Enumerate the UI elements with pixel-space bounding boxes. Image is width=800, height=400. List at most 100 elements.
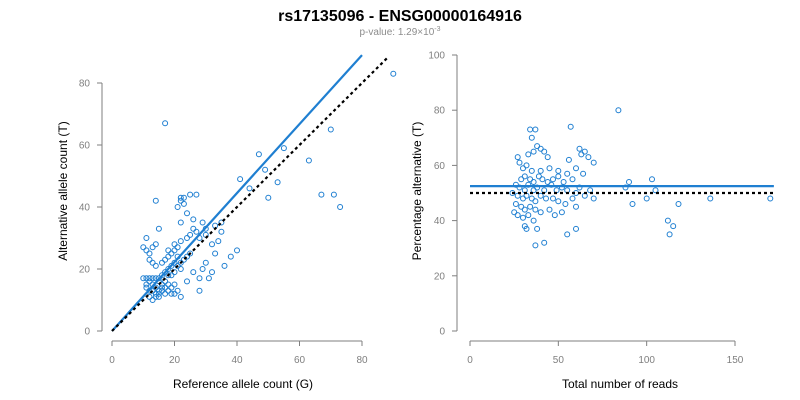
data-point bbox=[177, 266, 184, 272]
data-point bbox=[530, 148, 537, 155]
data-point bbox=[146, 256, 153, 263]
data-point bbox=[202, 259, 209, 266]
data-point bbox=[184, 278, 190, 285]
data-point bbox=[159, 272, 165, 279]
data-point bbox=[162, 290, 169, 297]
data-point bbox=[193, 191, 200, 198]
data-point bbox=[576, 145, 583, 152]
data-point bbox=[143, 284, 150, 291]
data-point bbox=[180, 256, 187, 263]
y-tick-label: 80 bbox=[434, 106, 446, 117]
data-point bbox=[143, 247, 150, 254]
data-point bbox=[567, 123, 574, 130]
y-tick-label: 0 bbox=[84, 327, 90, 338]
data-point bbox=[152, 262, 159, 269]
data-point bbox=[159, 259, 165, 266]
data-point bbox=[218, 219, 225, 226]
data-point bbox=[565, 156, 572, 163]
data-point bbox=[280, 145, 287, 152]
data-point bbox=[318, 191, 325, 198]
data-point bbox=[518, 176, 525, 183]
data-point bbox=[199, 266, 206, 272]
y-tick-label: 40 bbox=[79, 203, 91, 214]
data-point bbox=[649, 176, 655, 183]
data-point bbox=[162, 256, 169, 263]
data-point bbox=[155, 287, 162, 294]
data-point bbox=[174, 287, 181, 294]
data-point bbox=[514, 212, 521, 219]
data-point bbox=[516, 159, 523, 166]
data-point bbox=[155, 225, 162, 232]
data-point bbox=[168, 284, 175, 291]
data-point bbox=[146, 275, 153, 282]
data-point bbox=[184, 235, 190, 241]
right-x-ticks: 0 50 100 150 bbox=[467, 341, 744, 366]
y-tick-label: 20 bbox=[434, 271, 446, 282]
data-point bbox=[666, 231, 673, 238]
data-point bbox=[146, 250, 153, 257]
data-point bbox=[177, 197, 184, 204]
data-point bbox=[234, 247, 240, 254]
data-point bbox=[555, 198, 562, 205]
data-point bbox=[152, 290, 159, 297]
data-point bbox=[246, 185, 253, 192]
data-point bbox=[171, 281, 178, 288]
chart-subtitle: p-value: 1.29×10-3 bbox=[359, 26, 440, 38]
data-point bbox=[149, 244, 156, 251]
data-point bbox=[523, 162, 530, 169]
data-point bbox=[177, 194, 184, 201]
data-point bbox=[539, 176, 546, 183]
data-point bbox=[165, 272, 172, 279]
data-point bbox=[190, 225, 197, 232]
data-point bbox=[555, 167, 562, 174]
x-tick-label: 40 bbox=[231, 355, 243, 366]
data-point bbox=[274, 179, 281, 186]
data-point bbox=[569, 176, 576, 183]
data-point bbox=[149, 275, 156, 282]
data-point bbox=[174, 262, 181, 269]
data-point bbox=[209, 241, 215, 248]
data-point bbox=[180, 200, 187, 207]
data-point bbox=[527, 126, 534, 133]
data-point bbox=[520, 195, 526, 202]
left-reference-line bbox=[111, 57, 388, 332]
data-point bbox=[177, 293, 184, 300]
data-point bbox=[187, 250, 194, 257]
data-point bbox=[532, 242, 539, 249]
right-points bbox=[509, 107, 774, 249]
data-point bbox=[187, 191, 194, 198]
data-point bbox=[218, 228, 225, 235]
data-point bbox=[664, 217, 671, 224]
data-point bbox=[177, 259, 184, 266]
data-point bbox=[162, 284, 169, 291]
data-point bbox=[543, 195, 549, 202]
data-point bbox=[143, 235, 150, 241]
data-point bbox=[212, 250, 219, 257]
data-point bbox=[165, 281, 172, 288]
data-point bbox=[562, 201, 569, 207]
left-y-ticks: 0 20 40 60 80 bbox=[79, 79, 102, 338]
data-point bbox=[165, 253, 172, 260]
data-point bbox=[152, 197, 159, 204]
data-point bbox=[165, 266, 172, 272]
data-point bbox=[155, 290, 162, 297]
data-point bbox=[670, 223, 677, 230]
data-point bbox=[525, 212, 532, 219]
data-point bbox=[573, 165, 579, 172]
data-point bbox=[652, 187, 659, 194]
data-point bbox=[162, 269, 169, 276]
data-point bbox=[149, 259, 156, 266]
y-tick-label: 60 bbox=[434, 161, 446, 172]
data-point bbox=[227, 253, 234, 260]
data-point bbox=[528, 195, 535, 202]
data-point bbox=[165, 287, 172, 294]
data-point bbox=[168, 290, 175, 297]
data-point bbox=[305, 157, 312, 164]
data-point bbox=[205, 275, 212, 282]
y-tick-label: 80 bbox=[79, 79, 91, 90]
data-point bbox=[215, 238, 222, 245]
data-point bbox=[174, 204, 181, 210]
data-point bbox=[534, 225, 541, 232]
right-y-label: Percentage alternative (T) bbox=[410, 122, 424, 261]
